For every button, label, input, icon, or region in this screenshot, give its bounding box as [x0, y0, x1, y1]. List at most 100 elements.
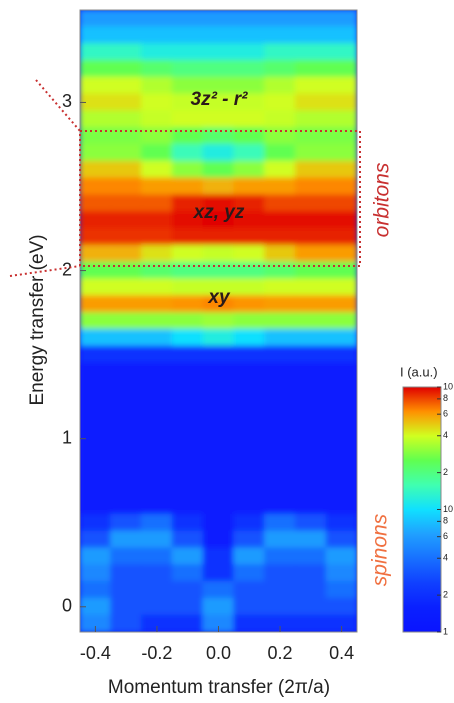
y-tick-label: 2 [62, 259, 72, 279]
heatmap-cell [141, 43, 173, 61]
heatmap-cell [80, 211, 112, 230]
heatmap-cell [202, 345, 235, 364]
heatmap-cell [171, 127, 204, 145]
heatmap-cell [294, 614, 327, 632]
heatmap-cell [141, 497, 173, 515]
heatmap-cell [202, 614, 235, 632]
heatmap-cell [294, 295, 327, 314]
heatmap-cell [325, 228, 357, 246]
heatmap-cell [294, 446, 327, 465]
heatmap-cell [141, 93, 173, 112]
heatmap-cell [233, 362, 266, 381]
heatmap-cell [294, 211, 327, 230]
heatmap-cell [202, 581, 235, 599]
heatmap-cell [141, 194, 173, 213]
heatmap-cell [110, 194, 143, 213]
heatmap-cell [171, 429, 204, 448]
heatmap-cell [325, 396, 357, 414]
heatmap-cell [80, 10, 112, 28]
heatmap-cell [264, 312, 296, 330]
heatmap-cell [294, 396, 327, 414]
annotation: orbitons [371, 162, 394, 237]
colorbar-tick-label: 10 [443, 381, 453, 391]
heatmap-cell [110, 93, 143, 112]
heatmap-cell [294, 547, 327, 566]
heatmap-cell [110, 312, 143, 330]
heatmap-cell [80, 127, 112, 145]
heatmap-cell [110, 480, 143, 499]
heatmap-cell [294, 43, 327, 61]
heatmap-cell [80, 228, 112, 246]
heatmap-cell [110, 530, 143, 549]
heatmap-cell [202, 530, 235, 549]
heatmap-cell [233, 396, 266, 414]
heatmap-cell [264, 110, 296, 129]
heatmap-cell [141, 244, 173, 263]
heatmap-cell [233, 379, 266, 398]
heatmap-cell [233, 211, 266, 230]
heatmap-cell [294, 261, 327, 280]
heatmap-cell [141, 328, 173, 347]
annotation: xz, yz [193, 202, 245, 223]
heatmap-cell [233, 429, 266, 448]
heatmap-cell [264, 211, 296, 230]
heatmap-cell [80, 278, 112, 297]
heatmap-cell [141, 278, 173, 297]
heatmap-cell [141, 312, 173, 330]
heatmap-cell [171, 362, 204, 381]
heatmap-cell [80, 597, 112, 616]
heatmap-cell [171, 228, 204, 246]
heatmap-cell [141, 10, 173, 28]
heatmap-cell [264, 480, 296, 499]
heatmap-cell [80, 312, 112, 330]
heatmap-cell [264, 379, 296, 398]
heatmap-cell [202, 497, 235, 515]
heatmap-cell [80, 177, 112, 196]
heatmap-cell [325, 463, 357, 482]
heatmap-cell [171, 177, 204, 196]
heatmap-cell [233, 43, 266, 61]
heatmap-cell [110, 547, 143, 566]
heatmap-cell [264, 429, 296, 448]
heatmap-cell [264, 412, 296, 431]
heatmap-cell [202, 244, 235, 263]
heatmap-cell [233, 497, 266, 515]
heatmap-cell [110, 211, 143, 230]
heatmap-cell [110, 614, 143, 632]
heatmap-cell [202, 312, 235, 330]
heatmap-cell [294, 76, 327, 95]
heatmap-cell [141, 530, 173, 549]
heatmap-cell [110, 110, 143, 129]
heatmap-cell [80, 328, 112, 347]
heatmap-cell [325, 127, 357, 145]
heatmap-cell [80, 143, 112, 162]
heatmap-cell [325, 76, 357, 95]
heatmap-cell [294, 412, 327, 431]
heatmap-cell [202, 26, 235, 45]
heatmap-cell [233, 177, 266, 196]
heatmap-cell [110, 429, 143, 448]
heatmap-cell [202, 295, 235, 314]
heatmap-cell [110, 497, 143, 515]
heatmap-cell [171, 26, 204, 45]
heatmap-cell [325, 497, 357, 515]
heatmap-cell [233, 194, 266, 213]
heatmap-cell [141, 261, 173, 280]
heatmap-cell [294, 530, 327, 549]
heatmap-cell [233, 614, 266, 632]
heatmap-cell [294, 110, 327, 129]
heatmap-cell [233, 127, 266, 145]
heatmap-cell [141, 127, 173, 145]
heatmap-cell [110, 143, 143, 162]
heatmap-cell [233, 26, 266, 45]
heatmap-cell [141, 177, 173, 196]
heatmap-cell [325, 513, 357, 532]
y-tick-label: 3 [62, 91, 72, 111]
heatmap-cell [80, 345, 112, 364]
heatmap-cell [294, 581, 327, 599]
heatmap-cell [325, 110, 357, 129]
heatmap-cell [233, 244, 266, 263]
annotation: xy [207, 287, 231, 308]
colorbar-tick-label: 1 [443, 626, 448, 636]
heatmap-cell [202, 429, 235, 448]
